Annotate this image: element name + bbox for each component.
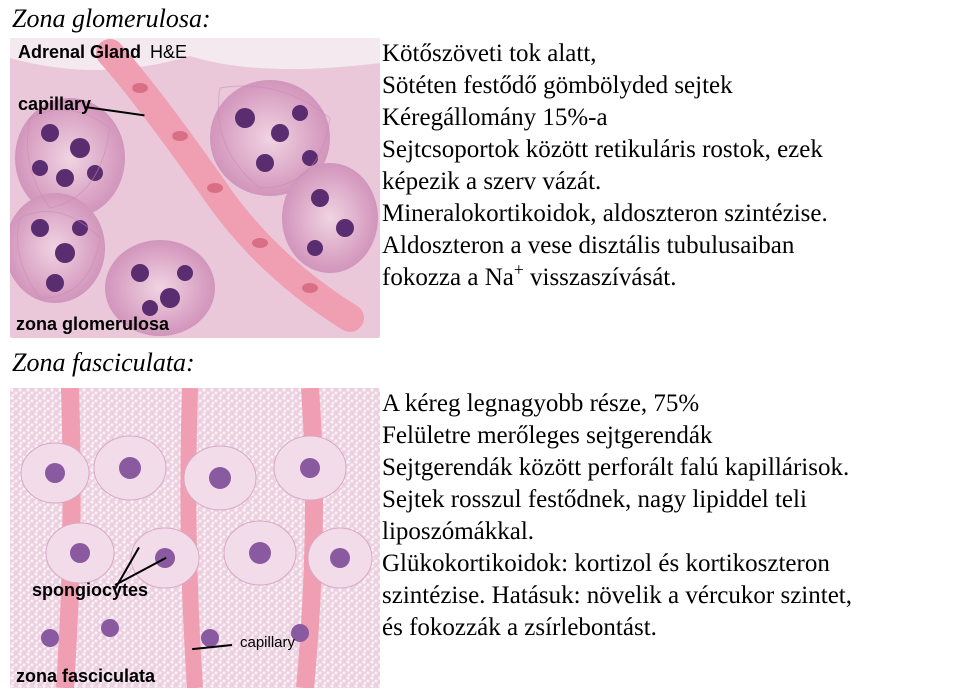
adrenal-gland-title-label: Adrenal Gland H&E (18, 42, 187, 63)
body-text-line: Kötőszöveti tok alatt, (382, 38, 952, 70)
zona-fasciculata-label: zona fasciculata (16, 666, 155, 687)
spongiocytes-label: spongiocytes (32, 580, 148, 601)
zona-glomerulosa-label: zona glomerulosa (16, 314, 169, 335)
capillary-bottom-label: capillary (240, 634, 295, 651)
body-text-line: Mineralokortikoidok, aldoszteron szintéz… (382, 198, 952, 230)
body-text-line: szintézise. Hatásuk: növelik a vércukor … (382, 580, 952, 612)
body-text-line: Aldoszteron a vese disztális tubulusaiba… (382, 230, 952, 262)
zona-fasciculata-description: A kéreg legnagyobb része, 75%Felületre m… (382, 388, 952, 644)
body-text-line: Glükokortikoidok: kortizol és kortikoszt… (382, 548, 952, 580)
body-text-line: és fokozzák a zsírlebontást. (382, 612, 952, 644)
body-text-line: liposzómákkal. (382, 516, 952, 548)
body-text-line: Sejtek rosszul festődnek, nagy lipiddel … (382, 484, 952, 516)
histology-zona-glomerulosa: Adrenal Gland H&E capillary zona glomeru… (10, 38, 380, 338)
capillary-label: capillary (18, 94, 91, 115)
body-text-line: A kéreg legnagyobb része, 75% (382, 388, 952, 420)
zona-fasciculata-heading: Zona fasciculata: (12, 348, 195, 378)
body-text-line: képezik a szerv vázát. (382, 166, 952, 198)
body-text-line: Sejtcsoportok között retikuláris rostok,… (382, 134, 952, 166)
zona-glomerulosa-heading: Zona glomerulosa: (12, 4, 211, 34)
body-text-line: Sejtgerendák között perforált falú kapil… (382, 452, 952, 484)
body-text-line: Kéregállomány 15%-a (382, 102, 952, 134)
zona-glomerulosa-description: Kötőszöveti tok alatt,Sötéten festődő gö… (382, 38, 952, 294)
body-text-line: Sötéten festődő gömbölyded sejtek (382, 70, 952, 102)
body-text-line: fokozza a Na+ visszaszívását. (382, 262, 952, 294)
body-text-line: Felületre merőleges sejtgerendák (382, 420, 952, 452)
histology-zona-fasciculata: spongiocytes capillary zona fasciculata (10, 388, 380, 688)
